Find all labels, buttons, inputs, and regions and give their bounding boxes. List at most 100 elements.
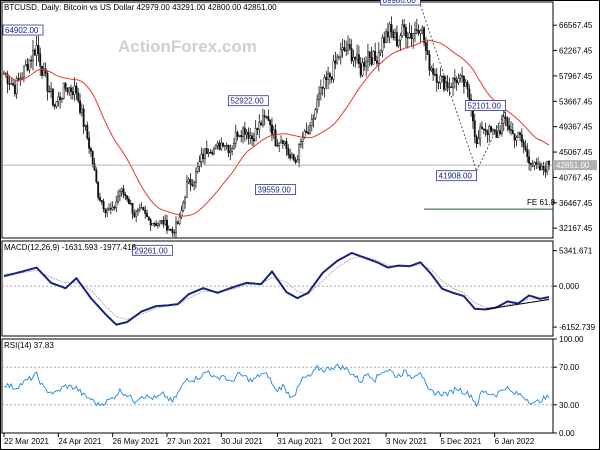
candle-body — [131, 202, 134, 214]
rsi-y-tick-label: 100.00 — [559, 335, 584, 344]
candle-body — [479, 126, 482, 139]
candle-body — [301, 137, 304, 142]
candle-body — [82, 108, 85, 127]
candle-body — [477, 138, 480, 145]
candle-body — [278, 142, 281, 146]
candle-body — [191, 184, 194, 186]
candle-body — [256, 128, 259, 130]
candle-body — [104, 208, 107, 214]
candle-body — [37, 44, 40, 55]
candle-body — [412, 33, 415, 40]
candle-body — [328, 73, 331, 77]
candle-body — [548, 161, 550, 167]
candle-body — [117, 195, 120, 202]
candle-body — [535, 162, 538, 166]
x-tick-label: 3 Nov 2021 — [386, 437, 427, 446]
candle-body — [153, 223, 156, 225]
candle-body — [361, 62, 364, 76]
candle-body — [508, 125, 511, 130]
candle-body — [269, 119, 272, 126]
candle-body — [283, 141, 286, 144]
candle-body — [368, 51, 371, 58]
candle-body — [218, 142, 221, 150]
candle-body — [176, 221, 179, 224]
candle-body — [187, 178, 190, 183]
candle-body — [162, 220, 165, 225]
candle-body — [220, 142, 223, 150]
price-annotation-label: 41908.00 — [439, 172, 473, 181]
candle-body — [225, 144, 228, 147]
candle-body — [138, 207, 141, 210]
candle-body — [207, 151, 210, 154]
candle-body — [392, 31, 395, 38]
candle-body — [538, 163, 541, 171]
candle-body — [79, 100, 81, 113]
candle-body — [133, 213, 136, 217]
candle-body — [200, 153, 203, 162]
candle-body — [428, 54, 431, 71]
projection-line — [420, 4, 477, 171]
candle-body — [296, 159, 299, 163]
candle-body — [77, 92, 80, 102]
candle-body — [144, 210, 147, 214]
price-panel — [1, 1, 554, 239]
candle-body — [53, 104, 56, 107]
candle-body — [184, 197, 187, 204]
candle-body — [213, 148, 215, 155]
candle-body — [156, 223, 159, 226]
candle-body — [202, 153, 205, 159]
macd-y-tick-label: 5341.671 — [559, 247, 593, 256]
candle-body — [357, 54, 360, 64]
candle-body — [22, 65, 25, 78]
candle-body — [35, 44, 38, 56]
candle-body — [506, 118, 509, 127]
candle-body — [205, 148, 208, 154]
candle-body — [499, 130, 502, 134]
candle-body — [236, 132, 239, 137]
candle-body — [13, 84, 16, 95]
candle-body — [430, 68, 433, 71]
candle-body — [441, 75, 444, 78]
candle-body — [490, 126, 493, 132]
candle-body — [546, 161, 549, 173]
candle-body — [10, 83, 13, 85]
candle-body — [352, 56, 355, 62]
candle-body — [414, 29, 416, 35]
candle-body — [347, 44, 349, 51]
candle-body — [522, 141, 525, 147]
candle-body — [108, 208, 110, 211]
candle-body — [59, 96, 62, 100]
candle-body — [227, 144, 230, 153]
candle-body — [175, 221, 177, 233]
candle-body — [410, 32, 413, 40]
moving-average-line — [3, 39, 550, 217]
candle-body — [102, 201, 105, 209]
candle-body — [544, 169, 547, 173]
x-tick-label: 2 Oct 2021 — [332, 437, 372, 446]
candle-body — [164, 219, 167, 225]
candle-body — [461, 75, 464, 77]
candle-body — [372, 51, 375, 65]
candle-body — [439, 75, 442, 84]
x-tick-label: 30 Jul 2021 — [221, 437, 263, 446]
candle-body — [271, 124, 273, 135]
x-tick-label: 31 Aug 2021 — [277, 437, 322, 446]
rsi-panel — [1, 338, 554, 434]
candle-body — [24, 64, 27, 67]
watermark: ActionForex.com — [118, 37, 257, 56]
macd-panel — [1, 240, 554, 337]
candle-body — [350, 48, 353, 62]
candle-body — [345, 49, 348, 52]
candle-body — [376, 60, 378, 64]
candle-body — [520, 134, 523, 143]
candle-body — [457, 77, 460, 84]
candle-body — [287, 148, 290, 155]
candle-body — [233, 142, 235, 149]
y-tick-label: 53667.45 — [559, 97, 593, 106]
candle-body — [86, 125, 89, 139]
candle-body — [325, 77, 328, 80]
candle-body — [417, 30, 420, 34]
candle-body — [321, 87, 324, 89]
candle-body — [46, 73, 49, 92]
candle-body — [214, 145, 217, 149]
